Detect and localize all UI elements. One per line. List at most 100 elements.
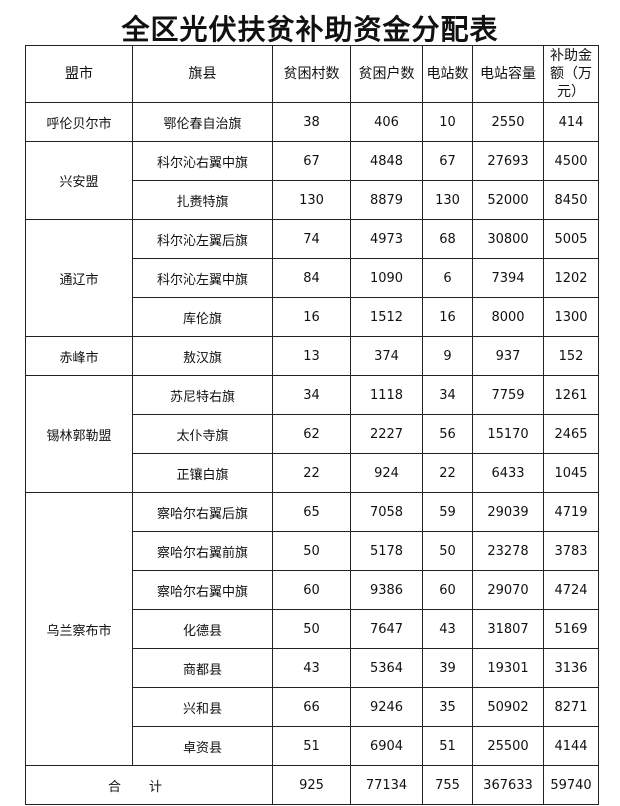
data-row: 呼伦贝尔市 鄂伦春自治旗 38 406 10 2550 414 (25, 102, 599, 142)
number-cell: 1090 (350, 258, 423, 298)
total-cell: 925 (272, 765, 351, 805)
number-cell: 51 (272, 726, 351, 766)
county-cell: 兴和县 (132, 687, 273, 727)
county-cell: 敖汉旗 (132, 336, 273, 376)
number-cell: 406 (350, 102, 423, 142)
number-cell: 19301 (472, 648, 544, 688)
number-cell: 67 (422, 141, 473, 181)
number-cell: 38 (272, 102, 351, 142)
number-cell: 7394 (472, 258, 544, 298)
number-cell: 68 (422, 219, 473, 259)
number-cell: 6433 (472, 453, 544, 493)
number-cell: 130 (272, 180, 351, 220)
number-cell: 50902 (472, 687, 544, 727)
number-cell: 62 (272, 414, 351, 454)
number-cell: 84 (272, 258, 351, 298)
number-cell: 6 (422, 258, 473, 298)
allocation-table: 盟市 旗县 贫困村数 贫困户数 电站数 电站容量 补助金额（万元） 呼伦贝尔市 鄂伦春自治旗 38… (25, 45, 599, 805)
number-cell: 60 (422, 570, 473, 610)
number-cell: 66 (272, 687, 351, 727)
county-cell: 扎赉特旗 (132, 180, 273, 220)
number-cell: 1261 (543, 375, 599, 415)
county-cell: 正镶白旗 (132, 453, 273, 493)
number-cell: 10 (422, 102, 473, 142)
number-cell: 16 (422, 297, 473, 337)
number-cell: 1300 (543, 297, 599, 337)
number-cell: 5005 (543, 219, 599, 259)
number-cell: 924 (350, 453, 423, 493)
number-cell: 43 (422, 609, 473, 649)
number-cell: 4724 (543, 570, 599, 610)
number-cell: 5178 (350, 531, 423, 571)
number-cell: 34 (422, 375, 473, 415)
county-cell: 苏尼特右旗 (132, 375, 273, 415)
number-cell: 8000 (472, 297, 544, 337)
number-cell: 9386 (350, 570, 423, 610)
number-cell: 8879 (350, 180, 423, 220)
number-cell: 60 (272, 570, 351, 610)
league-cell: 赤峰市 (25, 336, 133, 376)
number-cell: 2227 (350, 414, 423, 454)
number-cell: 52000 (472, 180, 544, 220)
number-cell: 74 (272, 219, 351, 259)
total-label: 合计 (25, 765, 273, 805)
number-cell: 29039 (472, 492, 544, 532)
number-cell: 59 (422, 492, 473, 532)
county-cell: 科尔沁右翼中旗 (132, 141, 273, 181)
number-cell: 22 (422, 453, 473, 493)
number-cell: 50 (272, 609, 351, 649)
county-cell: 鄂伦春自治旗 (132, 102, 273, 142)
number-cell: 27693 (472, 141, 544, 181)
number-cell: 51 (422, 726, 473, 766)
number-cell: 1202 (543, 258, 599, 298)
header-cell: 盟市 (25, 45, 133, 103)
county-cell: 化德县 (132, 609, 273, 649)
number-cell: 5364 (350, 648, 423, 688)
league-cell: 兴安盟 (25, 141, 133, 220)
data-row: 商都县 43 5364 39 19301 3136 (26, 648, 599, 688)
header-cell: 补助金额（万元） (543, 45, 599, 103)
number-cell: 67 (272, 141, 351, 181)
number-cell: 937 (472, 336, 544, 376)
data-row: 扎赉特旗 130 8879 130 52000 8450 (26, 180, 599, 220)
league-cell: 锡林郭勒盟 (25, 375, 133, 493)
county-cell: 太仆寺旗 (132, 414, 273, 454)
total-row: 合计 925 77134 755 367633 59740 (25, 765, 599, 805)
number-cell: 30800 (472, 219, 544, 259)
number-cell: 374 (350, 336, 423, 376)
number-cell: 56 (422, 414, 473, 454)
data-row: 锡林郭勒盟 苏尼特右旗 34 1118 34 7759 1261 (25, 375, 599, 493)
header-cell: 贫困村数 (272, 45, 351, 103)
number-cell: 7058 (350, 492, 423, 532)
data-row: 科尔沁左翼中旗 84 1090 6 7394 1202 (26, 258, 599, 298)
number-cell: 2465 (543, 414, 599, 454)
number-cell: 414 (543, 102, 599, 142)
number-cell: 1512 (350, 297, 423, 337)
header-cell: 旗县 (132, 45, 273, 103)
league-cell: 乌兰察布市 (25, 492, 133, 766)
county-cell: 卓资县 (132, 726, 273, 766)
number-cell: 43 (272, 648, 351, 688)
total-cell: 59740 (543, 765, 599, 805)
number-cell: 8450 (543, 180, 599, 220)
number-cell: 4848 (350, 141, 423, 181)
number-cell: 3783 (543, 531, 599, 571)
county-cell: 商都县 (132, 648, 273, 688)
number-cell: 8271 (543, 687, 599, 727)
data-row: 通辽市 科尔沁左翼后旗 74 4973 68 30800 5005 (25, 219, 599, 337)
number-cell: 130 (422, 180, 473, 220)
number-cell: 22 (272, 453, 351, 493)
data-row: 乌兰察布市 察哈尔右翼后旗 65 7058 59 29039 4719 (25, 492, 599, 766)
number-cell: 2550 (472, 102, 544, 142)
data-row: 兴安盟 科尔沁右翼中旗 67 4848 67 27693 4500 (25, 141, 599, 220)
header-cell: 电站数 (422, 45, 473, 103)
data-row: 化德县 50 7647 43 31807 5169 (26, 609, 599, 649)
number-cell: 6904 (350, 726, 423, 766)
county-cell: 科尔沁左翼后旗 (132, 219, 273, 259)
header-cell: 贫困户数 (350, 45, 423, 103)
county-cell: 察哈尔右翼中旗 (132, 570, 273, 610)
number-cell: 34 (272, 375, 351, 415)
number-cell: 29070 (472, 570, 544, 610)
number-cell: 4719 (543, 492, 599, 532)
